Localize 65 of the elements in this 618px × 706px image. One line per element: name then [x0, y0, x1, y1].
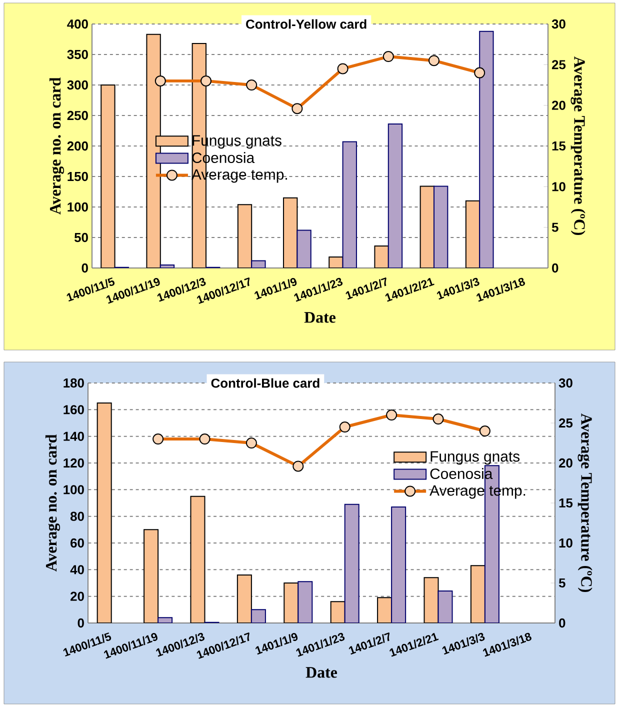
y2-tick-label: 5 — [552, 222, 558, 232]
y-axis-title: Average no. on card — [49, 77, 64, 215]
bar — [424, 577, 439, 624]
y2-tick-label: 10 — [559, 538, 572, 548]
y-tick-label: 160 — [64, 405, 84, 414]
y-tick-label: 140 — [64, 432, 84, 441]
y2-tick-label: 15 — [552, 141, 566, 151]
bar — [479, 30, 494, 268]
y2-tick-label: 20 — [558, 458, 572, 468]
bar — [296, 230, 312, 268]
bar — [96, 402, 112, 624]
y-tick-label: 100 — [64, 485, 84, 494]
y-tick-label: 80 — [70, 512, 84, 521]
y-tick-label: 180 — [64, 378, 84, 388]
bar — [190, 496, 206, 624]
x-axis-title: Date — [304, 312, 336, 323]
bar — [236, 574, 252, 624]
y-tick-label: 250 — [67, 110, 88, 120]
y2-tick-label: 5 — [558, 578, 566, 588]
y2-axis-title: Average Temperature (ºC) — [578, 413, 592, 592]
chart-title: Control-Blue card — [211, 378, 320, 388]
y-axis-title: Average no. on card — [45, 434, 60, 572]
y-tick-label: 50 — [74, 232, 88, 242]
y2-tick-label: 20 — [552, 100, 566, 110]
y-tick-label: 120 — [64, 458, 84, 468]
bar — [438, 590, 453, 624]
y-tick-label: 350 — [67, 50, 88, 60]
bar — [342, 141, 357, 268]
bar — [298, 581, 313, 624]
y-tick-label: 60 — [70, 538, 84, 548]
y2-tick-label: 0 — [552, 263, 558, 273]
y-tick-label: 100 — [68, 202, 88, 212]
y2-tick-label: 10 — [552, 182, 566, 192]
y2-tick-label: 25 — [558, 418, 573, 428]
y-tick-label: 40 — [70, 565, 84, 574]
y2-tick-label: 0 — [559, 618, 566, 628]
bar — [377, 597, 392, 624]
chart-title: Control-Yellow card — [246, 19, 366, 29]
bar — [433, 186, 448, 268]
x-axis-title: Date — [306, 667, 338, 678]
bar — [374, 246, 389, 268]
bar — [100, 84, 116, 268]
bar — [283, 197, 298, 268]
y-tick-label: 0 — [82, 263, 88, 273]
y-tick-label: 400 — [67, 19, 88, 29]
bar — [391, 506, 406, 624]
bar — [284, 582, 299, 624]
bar — [388, 124, 403, 268]
y-tick-label: 300 — [67, 80, 88, 90]
y2-tick-label: 30 — [552, 19, 566, 29]
y2-tick-label: 30 — [558, 378, 572, 388]
bar — [420, 186, 434, 268]
y2-axis-title: Average Temperature (ºC) — [570, 56, 586, 235]
bar — [237, 204, 252, 268]
bar — [470, 565, 486, 624]
y2-tick-label: 25 — [552, 60, 566, 70]
bar — [465, 200, 480, 268]
bar — [344, 504, 360, 624]
y-tick-label: 20 — [70, 592, 84, 601]
y-tick-label: 0 — [78, 618, 84, 628]
y-tick-label: 150 — [68, 172, 88, 182]
bar — [144, 529, 159, 624]
y-tick-label: 200 — [67, 141, 88, 151]
legend-label: Fungus gnats — [430, 451, 520, 465]
y2-tick-label: 15 — [559, 498, 573, 508]
